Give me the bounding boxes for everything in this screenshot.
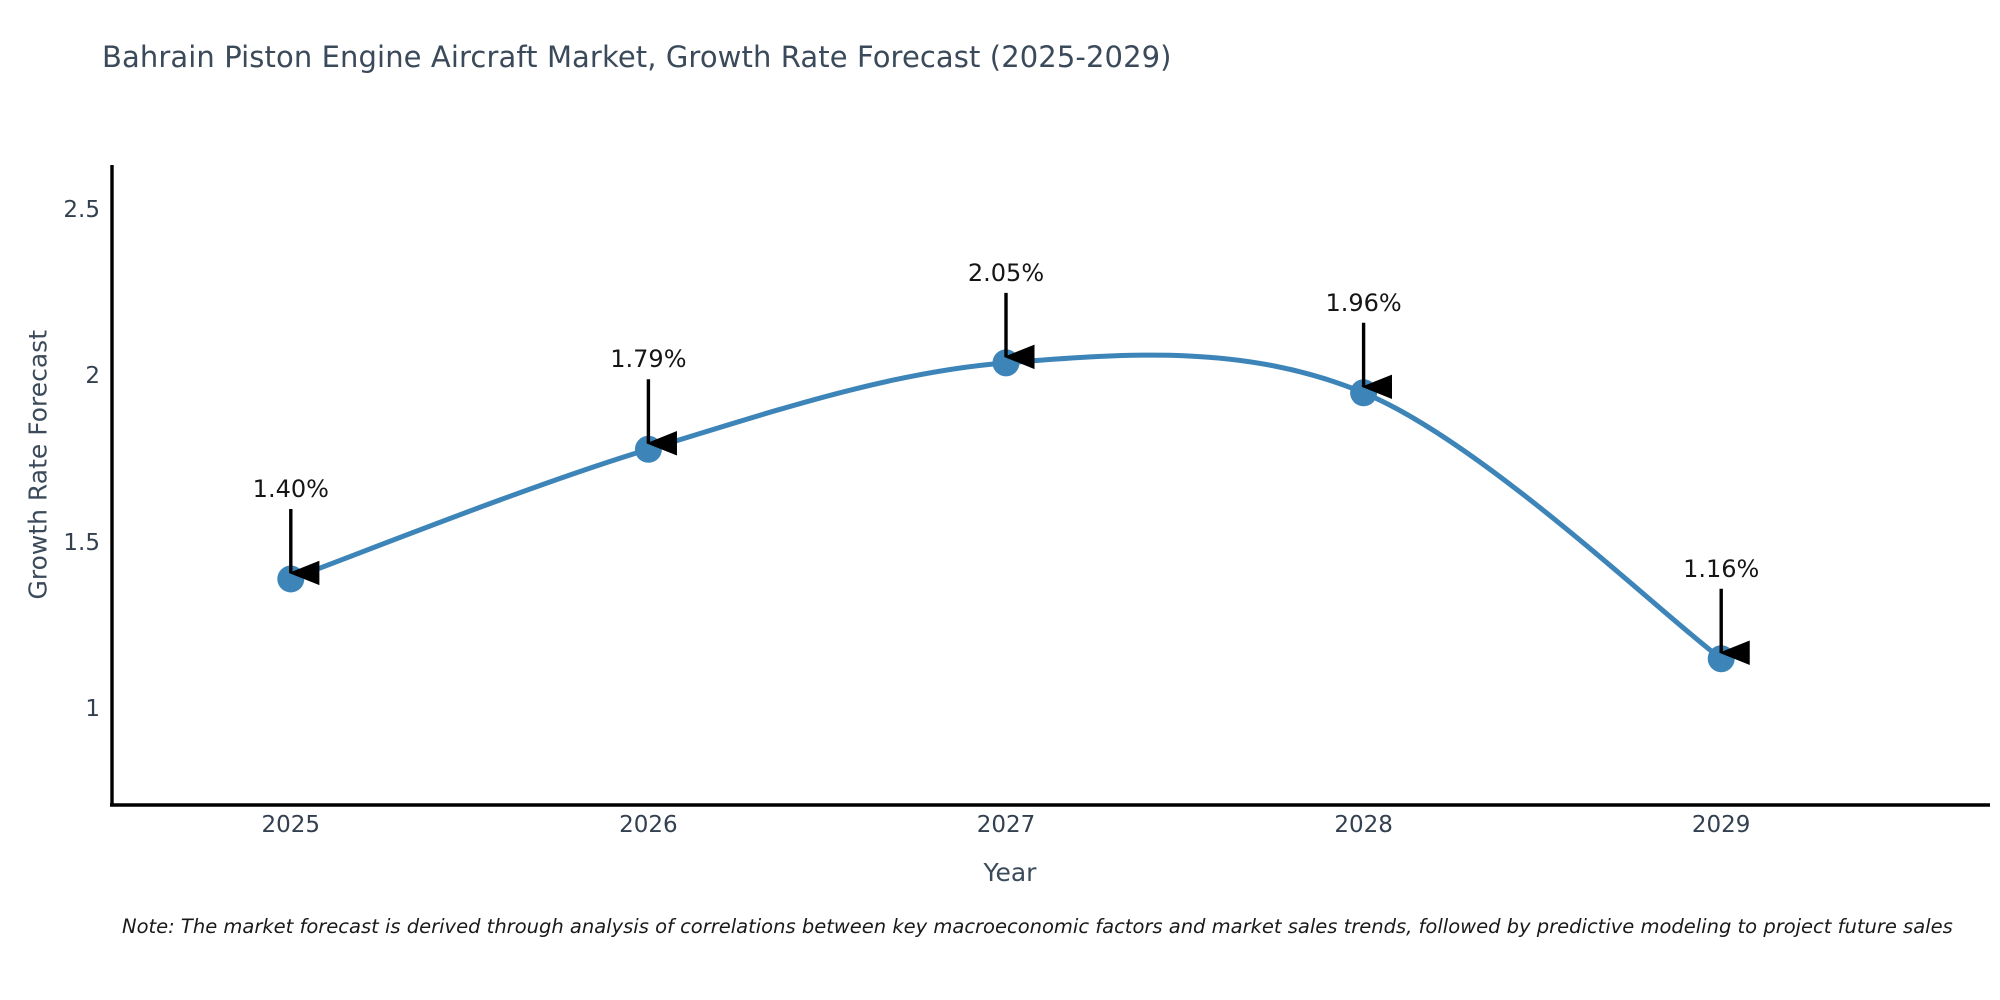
x-axis-title: Year	[0, 858, 2000, 887]
data-point-label: 1.96%	[1325, 288, 1402, 317]
footnote-text: Note: The market forecast is derived thr…	[122, 915, 1953, 938]
y-tick-label: 1.5	[63, 529, 100, 556]
data-point-markers	[277, 349, 1735, 673]
y-tick-label: 1	[85, 695, 100, 722]
x-tick-label: 2029	[1691, 812, 1751, 838]
data-point-label: 2.05%	[967, 258, 1045, 287]
data-point-label: 1.79%	[610, 345, 687, 374]
x-tick-label: 2028	[1334, 812, 1393, 838]
data-series-line	[288, 352, 1724, 662]
x-tick-label: 2025	[261, 812, 321, 838]
axis-lines	[110, 165, 1990, 807]
data-point-label: 1.16%	[1683, 554, 1760, 583]
x-tick-label: 2027	[976, 812, 1036, 838]
x-tick-label: 2026	[619, 812, 678, 838]
x-axis-title-text: Year	[983, 858, 1037, 887]
chart-title: Bahrain Piston Engine Aircraft Market, G…	[102, 40, 1172, 74]
y-tick-label: 2.5	[63, 197, 100, 224]
annotation-arrows	[288, 292, 1750, 665]
y-tick-label: 2	[85, 363, 100, 390]
data-point-label: 1.40%	[252, 474, 329, 503]
